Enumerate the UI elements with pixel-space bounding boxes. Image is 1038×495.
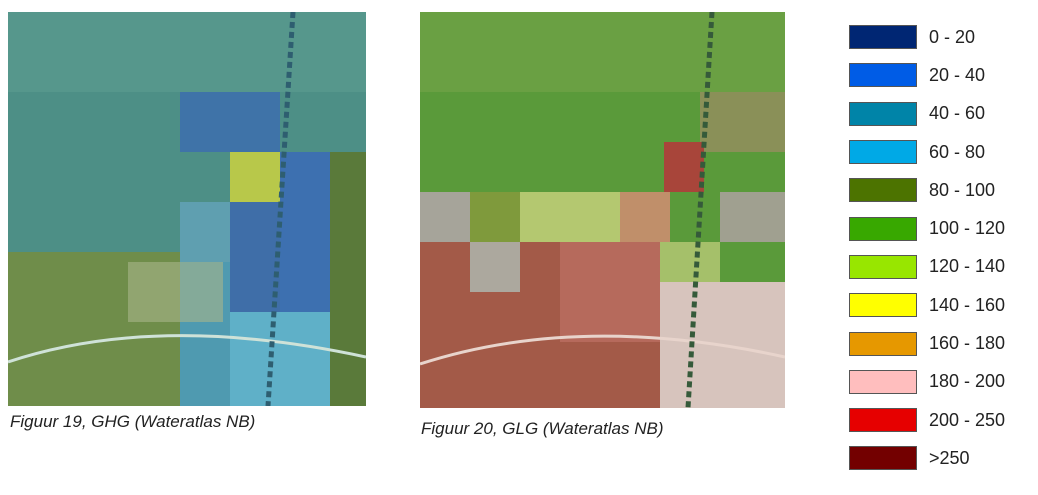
legend-item: 200 - 250 xyxy=(849,401,1005,439)
legend-item: 60 - 80 xyxy=(849,133,1005,171)
legend-swatch xyxy=(849,63,917,87)
legend-item: 180 - 200 xyxy=(849,363,1005,401)
legend-swatch xyxy=(849,408,917,432)
page: {"figures":[{"caption":"Figuur 19, GHG (… xyxy=(0,0,1038,495)
legend-label: 0 - 20 xyxy=(929,27,975,48)
legend-swatch xyxy=(849,25,917,49)
legend-item: 120 - 140 xyxy=(849,248,1005,286)
legend-item: 100 - 120 xyxy=(849,209,1005,247)
caption: Figuur 20, GLG (Wateratlas NB) xyxy=(421,419,664,439)
legend-label: 160 - 180 xyxy=(929,333,1005,354)
legend-item: 20 - 40 xyxy=(849,56,1005,94)
legend-label: 200 - 250 xyxy=(929,410,1005,431)
legend-item: 40 - 60 xyxy=(849,95,1005,133)
legend-swatch xyxy=(849,217,917,241)
legend-label: >250 xyxy=(929,448,970,469)
legend-item: 80 - 100 xyxy=(849,171,1005,209)
legend-item: 140 - 160 xyxy=(849,286,1005,324)
legend-swatch xyxy=(849,140,917,164)
legend-swatch xyxy=(849,446,917,470)
legend-swatch xyxy=(849,293,917,317)
map-glg xyxy=(420,12,785,408)
legend-label: 140 - 160 xyxy=(929,295,1005,316)
legend-swatch xyxy=(849,102,917,126)
legend-item: >250 xyxy=(849,439,1005,477)
caption: Figuur 19, GHG (Wateratlas NB) xyxy=(10,412,255,432)
legend: 0 - 20 20 - 40 40 - 60 60 - 80 80 - 100 100 -… xyxy=(849,18,1005,478)
legend-label: 80 - 100 xyxy=(929,180,995,201)
legend-swatch xyxy=(849,332,917,356)
legend-label: 60 - 80 xyxy=(929,142,985,163)
legend-label: 40 - 60 xyxy=(929,103,985,124)
legend-swatch xyxy=(849,178,917,202)
legend-label: 20 - 40 xyxy=(929,65,985,86)
legend-label: 100 - 120 xyxy=(929,218,1005,239)
legend-label: 120 - 140 xyxy=(929,256,1005,277)
legend-item: 0 - 20 xyxy=(849,18,1005,56)
map-ghg xyxy=(8,12,366,406)
legend-label: 180 - 200 xyxy=(929,371,1005,392)
legend-swatch xyxy=(849,255,917,279)
legend-swatch xyxy=(849,370,917,394)
legend-item: 160 - 180 xyxy=(849,324,1005,362)
